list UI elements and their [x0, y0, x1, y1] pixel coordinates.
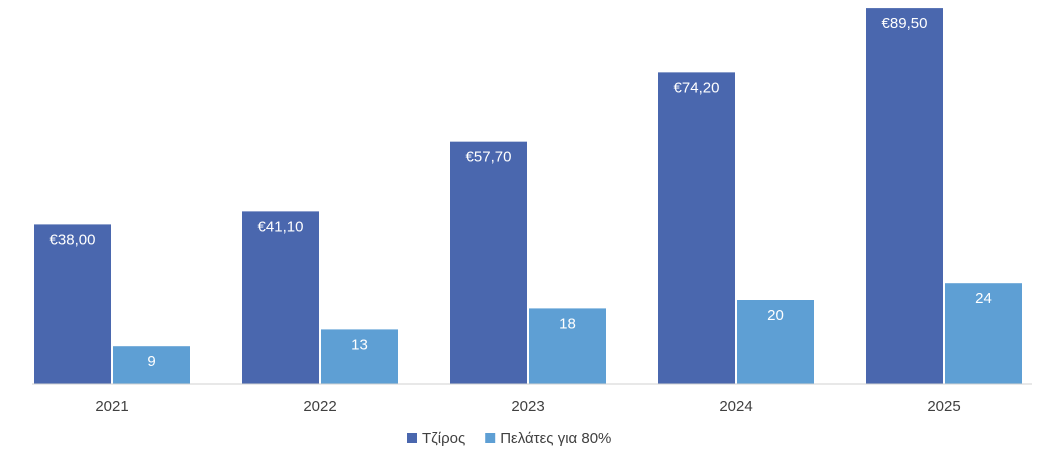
bar [321, 329, 398, 384]
bar [866, 8, 943, 384]
bar [450, 141, 527, 384]
data-label: €89,50 [882, 15, 928, 32]
data-label: 18 [559, 315, 576, 332]
legend-swatch [485, 433, 496, 443]
bar [242, 211, 319, 384]
x-tick-label: 2024 [719, 398, 752, 415]
x-tick-label: 2025 [927, 398, 960, 415]
x-tick-label: 2022 [303, 398, 336, 415]
x-tick-label: 2021 [95, 398, 128, 415]
legend-label: Τζίρος [422, 430, 465, 447]
bar [113, 346, 190, 384]
x-tick-label: 2023 [511, 398, 544, 415]
bar [945, 283, 1022, 384]
data-label: €74,20 [674, 79, 720, 96]
bar [737, 300, 814, 384]
data-label: 24 [975, 290, 992, 307]
legend-label: Πελάτες για 80% [500, 430, 611, 447]
data-label: 13 [351, 336, 368, 353]
data-label: 9 [147, 353, 155, 370]
data-label: €38,00 [50, 231, 96, 248]
bar [658, 72, 735, 385]
legend-swatch [407, 433, 417, 443]
bar [529, 308, 606, 384]
data-label: €41,10 [258, 218, 304, 235]
data-label: €57,70 [466, 149, 512, 166]
bar [34, 224, 111, 384]
data-label: 20 [767, 307, 784, 324]
